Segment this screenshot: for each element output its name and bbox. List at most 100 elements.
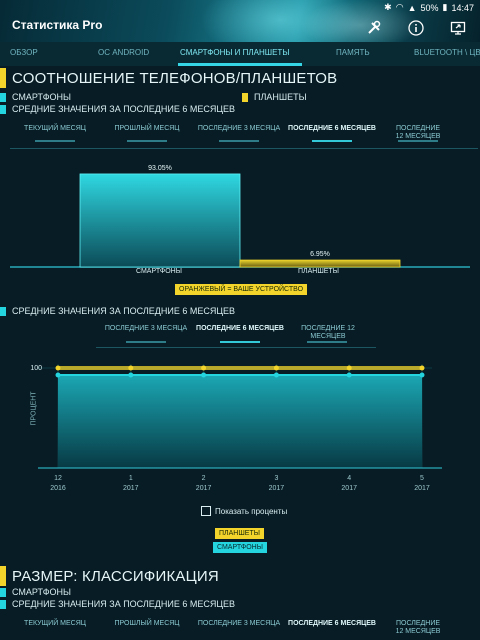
x-tick-sublabel: 2017 — [196, 485, 212, 492]
x-tick-sublabel: 2017 — [341, 485, 357, 492]
point-tablets — [201, 365, 207, 371]
point-tablets — [273, 365, 279, 371]
period-tab-indicator — [35, 140, 75, 142]
bar-value-label-tablets: 6.95% — [310, 251, 330, 258]
y-axis-label: ПРОЦЕНТ — [30, 391, 38, 426]
battery-icon: ▮ — [442, 2, 448, 12]
area-chart: 100 12 2016 1 2017 2 2017 3 2017 4 2017 5 2017 — [30, 364, 442, 492]
section-title-ratio: СООТНОШЕНИЕ ТЕЛЕФОНОВ/ПЛАНШЕТОВ — [12, 70, 338, 87]
period-tab-indicator — [219, 140, 259, 142]
period-tab-last-6-months[interactable]: ПОСЛЕДНИЕ 6 МЕСЯЦЕВ — [288, 125, 376, 132]
x-tick-label: 3 — [274, 475, 278, 482]
x-tick-label: 1 — [129, 475, 133, 482]
toolbar — [364, 18, 468, 38]
section-title-averages: СРЕДНИЕ ЗНАЧЕНИЯ ЗА ПОСЛЕДНИЕ 6 МЕСЯЦЕВ — [12, 306, 236, 316]
header-background-glow-secondary — [300, 0, 420, 42]
bar-category-smartphones: СМАРТФОНЫ — [136, 268, 182, 275]
point-smartphones — [201, 372, 207, 378]
x-tick-sublabel: 2017 — [123, 485, 139, 492]
period-tab-indicator-active — [220, 341, 260, 343]
active-tab-indicator — [178, 63, 302, 66]
bar-tablets — [239, 259, 401, 268]
period-tab-last-3-months[interactable]: ПОСЛЕДНИЕ 3 МЕСЯЦА — [197, 125, 281, 132]
tab-bluetooth[interactable]: BLUETOOTH \ ЦВ — [414, 48, 480, 57]
legend-swatch-smartphones — [0, 588, 6, 597]
bluetooth-icon: ✱ — [384, 2, 392, 12]
show-percent-label[interactable]: Показать проценты — [215, 507, 288, 516]
tab-smartphones-tablets[interactable]: СМАРТФОНЫ И ПЛАНШЕТЫ — [180, 48, 290, 57]
subtitle-marker — [0, 600, 6, 609]
show-percent-checkbox[interactable] — [201, 506, 211, 516]
own-device-note: ОРАНЖЕВЫЙ = ВАШЕ УСТРОЙСТВО — [175, 284, 308, 295]
point-tablets — [419, 365, 425, 371]
period-tab-current-month[interactable]: ТЕКУЩИЙ МЕСЯЦ — [24, 620, 86, 627]
app-title: Статистика Pro — [12, 18, 103, 32]
y-tick-label: 100 — [30, 365, 42, 372]
period-tab-indicator — [127, 140, 167, 142]
legend-swatch-tablets — [242, 93, 248, 102]
point-smartphones — [55, 372, 61, 378]
legend-smartphones: СМАРТФОНЫ — [12, 587, 72, 597]
share-screen-icon[interactable] — [448, 18, 468, 38]
x-tick-label: 2 — [202, 475, 206, 482]
period-tab-last-3-months[interactable]: ПОСЛЕДНИЕ 3 МЕСЯЦА — [104, 325, 188, 332]
clock: 14:47 — [451, 2, 474, 13]
legend-tablets: ПЛАНШЕТЫ — [254, 92, 307, 102]
period-tab-current-month[interactable]: ТЕКУЩИЙ МЕСЯЦ — [24, 125, 86, 132]
signal-icon: ▲ — [407, 2, 417, 13]
section-marker — [0, 307, 6, 316]
section-subtitle: СРЕДНИЕ ЗНАЧЕНИЯ ЗА ПОСЛЕДНИЕ 6 МЕСЯЦЕВ — [12, 104, 236, 114]
app-header: ✱ ◠ ▲ 50% ▮ 14:47 Статистика Pro — [0, 0, 480, 42]
period-tab-last-month[interactable]: ПРОШЛЫЙ МЕСЯЦ — [114, 620, 180, 627]
x-tick-label: 4 — [347, 475, 351, 482]
x-tick-sublabel: 2017 — [414, 485, 430, 492]
bar-category-tablets: ПЛАНШЕТЫ — [298, 268, 339, 275]
point-tablets — [55, 365, 61, 371]
wifi-icon: ◠ — [395, 2, 404, 12]
divider — [10, 148, 478, 149]
tab-android-os[interactable]: ОС ANDROID — [98, 48, 150, 57]
period-tab-last-3-months[interactable]: ПОСЛЕДНИЕ 3 МЕСЯЦА — [197, 620, 281, 627]
legend-swatch-smartphones — [0, 93, 6, 102]
point-tablets — [346, 365, 352, 371]
battery-percent: 50% — [420, 2, 439, 13]
tools-icon[interactable] — [364, 18, 384, 38]
period-tab-indicator — [307, 341, 347, 343]
point-smartphones — [128, 372, 134, 378]
period-tab-last-month[interactable]: ПРОШЛЫЙ МЕСЯЦ — [114, 125, 180, 132]
x-tick-sublabel: 2016 — [50, 485, 66, 492]
point-smartphones — [419, 372, 425, 378]
section-subtitle: СРЕДНИЕ ЗНАЧЕНИЯ ЗА ПОСЛЕДНИЕ 6 МЕСЯЦЕВ — [12, 599, 236, 609]
bar-chart: 93.05% 6.95% — [10, 165, 470, 268]
legend-tag-tablets: ПЛАНШЕТЫ — [215, 528, 264, 539]
area-smartphones — [58, 375, 422, 468]
subtitle-marker — [0, 105, 6, 114]
point-smartphones — [346, 372, 352, 378]
period-tab-last-12-months[interactable]: ПОСЛЕДНИЕ 12 МЕСЯЦЕВ — [395, 620, 441, 635]
period-tab-indicator-active — [312, 140, 352, 142]
point-tablets — [128, 365, 134, 371]
period-tab-indicator — [126, 341, 166, 343]
section-title-size: РАЗМЕР: КЛАССИФИКАЦИЯ — [12, 568, 219, 585]
legend-smartphones: СМАРТФОНЫ — [12, 92, 72, 102]
period-tab-last-12-months[interactable]: ПОСЛЕДНИЕ 12 МЕСЯЦЕВ — [301, 325, 355, 340]
period-tab-last-12-months[interactable]: ПОСЛЕДНИЕ 12 МЕСЯЦЕВ — [395, 125, 441, 140]
legend-tag-smartphones: СМАРТФОНЫ — [213, 542, 267, 553]
tab-memory[interactable]: ПАМЯТЬ — [336, 48, 370, 57]
tab-overview[interactable]: ОБЗОР — [10, 48, 38, 57]
period-tab-last-6-months[interactable]: ПОСЛЕДНИЕ 6 МЕСЯЦЕВ — [288, 620, 376, 627]
x-tick-label: 5 — [420, 475, 424, 482]
bar-smartphones — [79, 173, 241, 268]
x-tick-label: 12 — [54, 475, 62, 482]
divider — [96, 347, 376, 348]
period-tab-indicator — [398, 140, 438, 142]
header-background-glow — [200, 0, 360, 42]
section-marker — [0, 68, 6, 88]
info-icon[interactable] — [406, 18, 426, 38]
point-smartphones — [273, 372, 279, 378]
period-tab-last-6-months[interactable]: ПОСЛЕДНИЕ 6 МЕСЯЦЕВ — [196, 325, 284, 332]
section-marker — [0, 566, 6, 586]
bar-value-label-smartphones: 93.05% — [148, 165, 172, 172]
x-tick-sublabel: 2017 — [269, 485, 285, 492]
main-tabs: ОБЗОР ОС ANDROID СМАРТФОНЫ И ПЛАНШЕТЫ ПА… — [0, 42, 480, 66]
